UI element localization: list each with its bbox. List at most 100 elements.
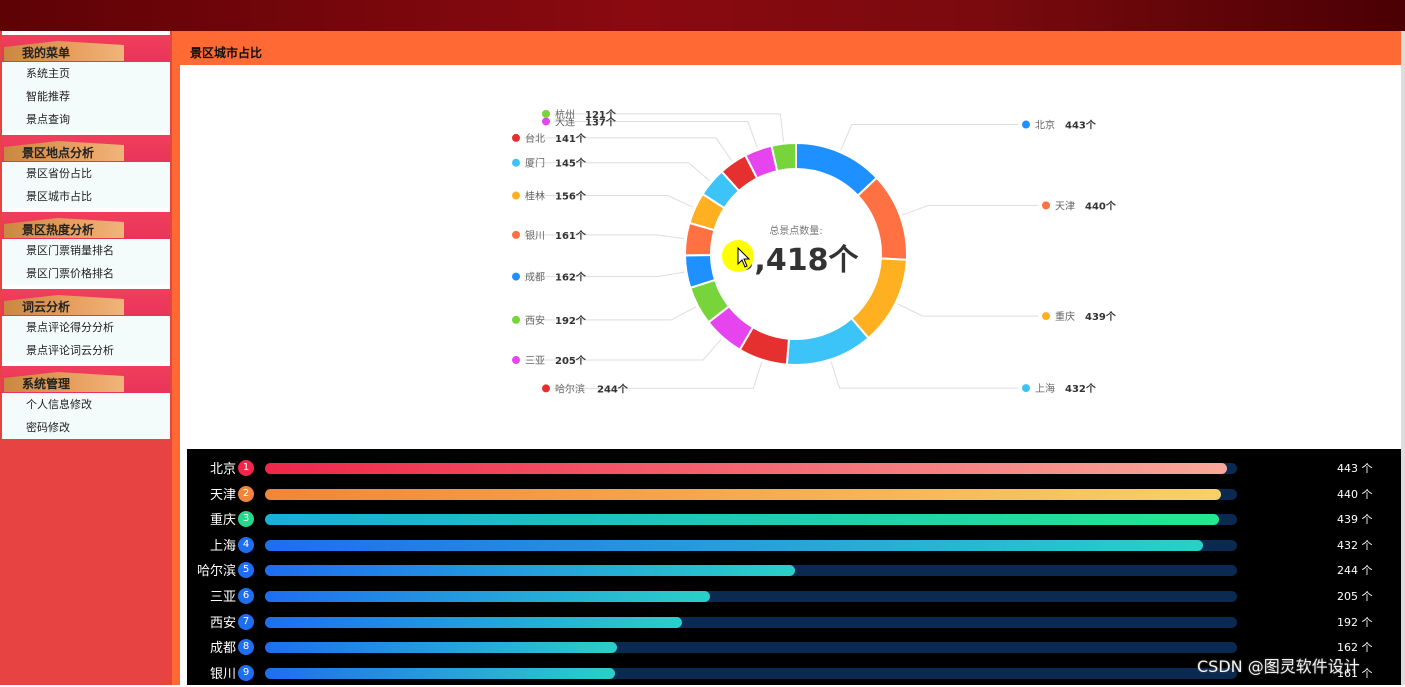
bar-value: 205 个 [1337,590,1373,603]
bar-row: 重庆 3 439 个 [187,507,1401,533]
bar-track [265,488,1237,500]
bar-city-name: 哈尔滨 [196,564,236,580]
legend-dot [542,109,550,118]
menu-group-header[interactable]: 景区热度分析 [2,208,170,239]
menu-item[interactable]: 景区门票价格排名 [2,262,170,285]
label-line [554,120,758,148]
slice-label-name: 哈尔滨 [555,382,585,395]
bar-value: 162 个 [1337,641,1373,655]
bar-track [265,539,1237,551]
label-line [524,195,694,208]
slice-label-name: 天津 [1055,200,1075,212]
bar-row: 天津 2 440 个 [187,482,1401,508]
slice-label-value: 145个 [555,157,587,170]
slice-label-value: 121个 [585,108,617,121]
slice-label-name: 桂林 [525,190,545,203]
menu-item[interactable]: 系统主页 [2,62,170,85]
bar-value: 192 个 [1337,615,1373,629]
slice-label-name: 北京 [1035,119,1055,132]
slice-label-value: 440个 [1085,199,1117,212]
legend-dot [512,191,520,200]
bar-city-name: 天津 [209,487,236,503]
bar-fill-上海 [265,539,1204,551]
label-line [897,303,1038,317]
menu-item[interactable]: 景点查询 [2,108,170,131]
label-line [901,204,1038,216]
bar-row: 西安 7 192 个 [187,610,1401,636]
donut-center-value: 3,418个 [734,243,860,278]
bar-fill-银川 [265,667,615,679]
legend-dot [512,356,520,365]
bar-row: 哈尔滨 5 244 个 [187,558,1401,584]
menu-item[interactable]: 景区城市占比 [2,185,170,208]
slice-label-value: 439个 [1085,310,1117,323]
legend-dot [512,315,520,324]
slice-label-value: 205个 [555,354,587,367]
slice-label-name: 杭州 [555,108,575,121]
book-icon [4,141,124,161]
donut-slice-天津[interactable] [856,176,908,261]
slice-label-name: 上海 [1035,382,1055,395]
donut-center-label: 总景点数量: [769,224,822,237]
bar-fill-天津 [265,488,1221,500]
menu-item[interactable]: 密码修改 [2,416,170,439]
menu-item[interactable]: 个人信息修改 [2,393,170,416]
book-icon [4,41,124,61]
menu-group-header[interactable]: 词云分析 [2,285,170,316]
label-line [554,361,763,389]
book-icon [4,218,124,238]
slice-label-value: 141个 [555,132,587,145]
bar-track [265,667,1237,679]
menu-group-header[interactable]: 系统管理 [2,362,170,393]
legend-dot [512,158,520,167]
scrollbar[interactable] [1401,31,1405,685]
bar-value: 244 个 [1337,564,1373,578]
menu-group-header[interactable]: 我的菜单 [2,31,170,62]
donut-slice-杭州[interactable] [770,141,797,173]
menu-item[interactable]: 景区省份占比 [2,162,170,185]
bar-track [265,616,1237,628]
label-line [830,361,1018,389]
rank-badge: 3 [238,511,254,528]
bar-fill-哈尔滨 [265,565,795,577]
slice-label-name: 台北 [525,132,545,145]
bar-value: 443 个 [1337,462,1373,475]
bar-row: 北京 1 443 个 [187,456,1401,482]
slice-label-name: 成都 [525,272,545,284]
bar-city-name: 西安 [209,615,236,631]
sidebar: 我的菜单 系统主页 智能推荐 景点查询 景区地点分析 景区省份占比 景区城市占比 景区热度分析… [0,31,172,685]
slice-label-value: 161个 [555,229,587,242]
menu-item[interactable]: 景区门票销量排名 [2,239,170,262]
label-line [524,338,722,361]
bar-track [265,591,1237,602]
menu-group-title: 系统管理 [22,377,71,391]
legend-dot [512,230,520,239]
donut-slice-重庆[interactable] [850,257,908,340]
slice-label-value: 192个 [555,314,587,327]
slice-label-value: 137个 [585,115,617,128]
legend-dot [512,133,520,142]
bar-fill-北京 [265,463,1228,474]
bar-value: 440 个 [1337,487,1373,501]
bar-city-name: 上海 [209,538,236,554]
menu-item[interactable]: 智能推荐 [2,85,170,108]
donut-slice-北京[interactable] [795,141,879,198]
slice-label-name: 厦门 [525,157,545,170]
donut-slice-上海[interactable] [785,316,870,366]
legend-dot [512,272,520,281]
legend-dot [1042,312,1050,321]
bar-city-name: 北京 [209,462,236,477]
menu-group-header[interactable]: 景区地点分析 [2,131,170,162]
slice-label-value: 156个 [555,190,587,203]
menu-item[interactable]: 景点评论词云分析 [2,339,170,362]
menu-item[interactable]: 景点评论得分分析 [2,316,170,339]
mouse-pointer-icon [737,246,751,268]
rank-badge: 1 [238,460,254,476]
bar-value: 432 个 [1337,538,1373,552]
rank-badge: 4 [238,536,254,553]
slice-label-value: 443个 [1065,119,1097,132]
menu-group-title: 词云分析 [22,300,71,314]
legend-dot [1022,120,1030,129]
legend-dot [1042,201,1050,210]
